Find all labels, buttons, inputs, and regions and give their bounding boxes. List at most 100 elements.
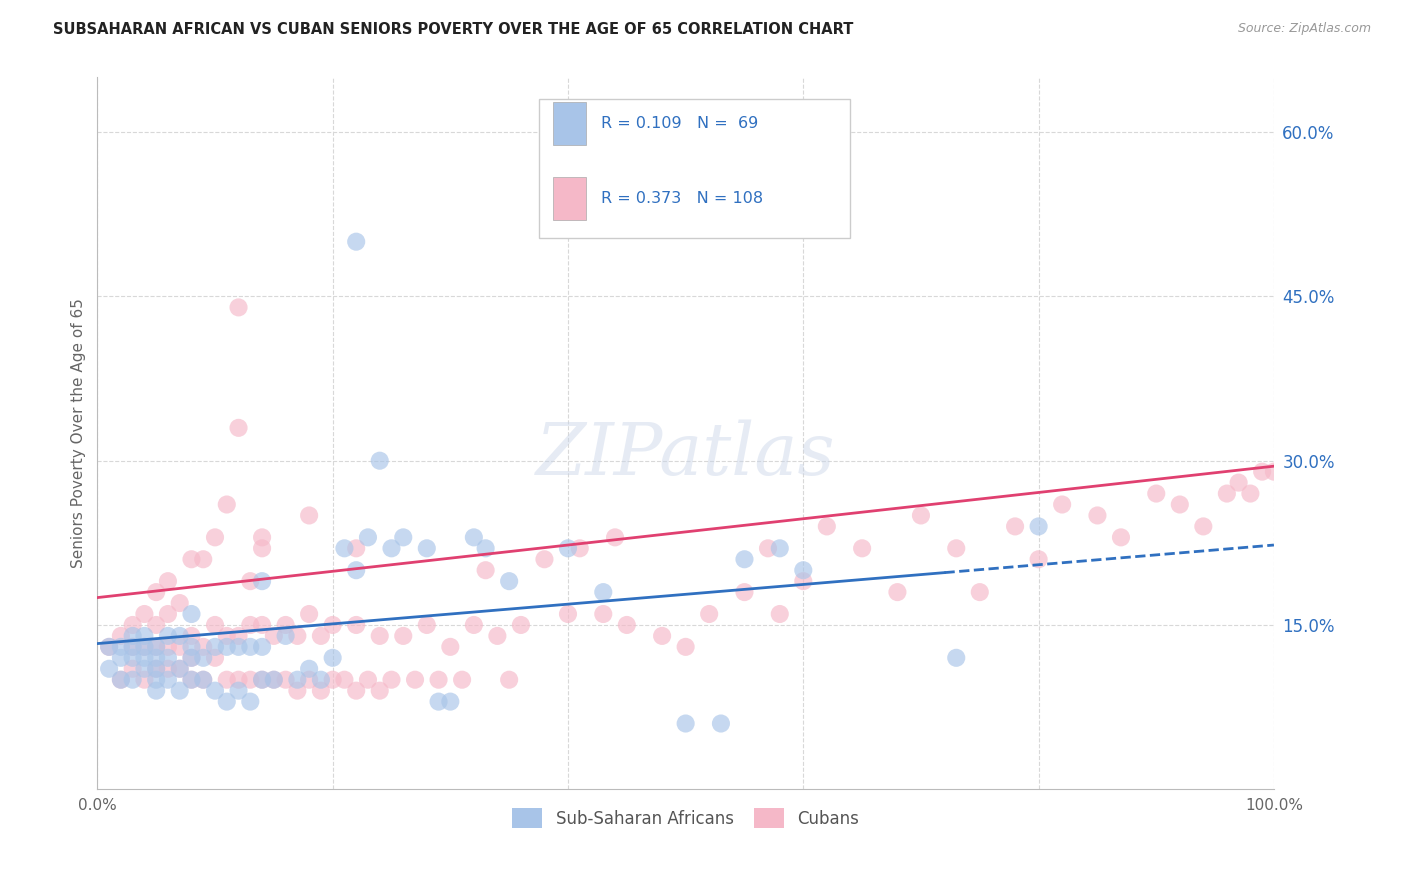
Point — [204, 618, 226, 632]
Point — [344, 541, 367, 556]
Point — [169, 640, 191, 654]
Point — [180, 607, 202, 621]
Point — [180, 629, 202, 643]
Text: SUBSAHARAN AFRICAN VS CUBAN SENIORS POVERTY OVER THE AGE OF 65 CORRELATION CHART: SUBSAHARAN AFRICAN VS CUBAN SENIORS POVE… — [53, 22, 853, 37]
Point — [145, 640, 167, 654]
Point — [180, 640, 202, 654]
Point — [792, 574, 814, 589]
Point — [110, 629, 132, 643]
Point — [427, 673, 450, 687]
Point — [250, 673, 273, 687]
Point — [169, 683, 191, 698]
Point — [121, 662, 143, 676]
Point — [322, 650, 344, 665]
Point — [1028, 552, 1050, 566]
Point — [344, 563, 367, 577]
Point — [156, 640, 179, 654]
Point — [239, 695, 262, 709]
Point — [98, 640, 121, 654]
Point — [474, 541, 496, 556]
Point — [357, 530, 380, 544]
Point — [1263, 465, 1285, 479]
Point — [322, 618, 344, 632]
Point — [1168, 498, 1191, 512]
Point — [193, 552, 215, 566]
Point — [463, 530, 485, 544]
Text: R = 0.373   N = 108: R = 0.373 N = 108 — [600, 191, 763, 206]
Point — [134, 640, 156, 654]
Point — [169, 596, 191, 610]
FancyBboxPatch shape — [538, 99, 851, 237]
Point — [215, 629, 238, 643]
Point — [204, 530, 226, 544]
Point — [180, 673, 202, 687]
Bar — [553, 178, 586, 219]
Point — [568, 541, 591, 556]
Point — [145, 673, 167, 687]
Point — [263, 673, 285, 687]
Point — [250, 640, 273, 654]
Point — [1028, 519, 1050, 533]
Point — [145, 585, 167, 599]
Point — [463, 618, 485, 632]
Point — [333, 541, 356, 556]
Text: ZIPatlas: ZIPatlas — [536, 419, 835, 490]
Point — [98, 662, 121, 676]
Point — [498, 673, 520, 687]
Point — [110, 673, 132, 687]
Point — [145, 662, 167, 676]
Point — [239, 673, 262, 687]
Point — [180, 673, 202, 687]
Point — [427, 695, 450, 709]
Point — [1192, 519, 1215, 533]
Text: R = 0.109   N =  69: R = 0.109 N = 69 — [600, 116, 758, 131]
Point — [298, 662, 321, 676]
Point — [228, 421, 250, 435]
Point — [110, 650, 132, 665]
Point — [298, 607, 321, 621]
Point — [815, 519, 838, 533]
Point — [228, 629, 250, 643]
Point — [945, 541, 967, 556]
Point — [180, 552, 202, 566]
Point — [193, 640, 215, 654]
Point — [357, 673, 380, 687]
Point — [910, 508, 932, 523]
Point — [439, 640, 461, 654]
Point — [134, 607, 156, 621]
Point — [228, 683, 250, 698]
Point — [285, 629, 308, 643]
Point — [169, 629, 191, 643]
Point — [309, 629, 332, 643]
Point — [509, 618, 531, 632]
Point — [121, 673, 143, 687]
Point — [1144, 486, 1167, 500]
Point — [733, 585, 755, 599]
Point — [416, 541, 439, 556]
Point — [215, 498, 238, 512]
Point — [675, 640, 697, 654]
Point — [416, 618, 439, 632]
Point — [792, 563, 814, 577]
Point — [675, 716, 697, 731]
Point — [498, 574, 520, 589]
Text: Source: ZipAtlas.com: Source: ZipAtlas.com — [1237, 22, 1371, 36]
Point — [145, 683, 167, 698]
Point — [263, 673, 285, 687]
Point — [274, 629, 297, 643]
Point — [756, 541, 779, 556]
Point — [134, 650, 156, 665]
Point — [250, 574, 273, 589]
Point — [193, 650, 215, 665]
Point — [1109, 530, 1132, 544]
Point — [697, 607, 720, 621]
Point — [215, 673, 238, 687]
Point — [121, 650, 143, 665]
Point — [145, 662, 167, 676]
Point — [156, 650, 179, 665]
Point — [228, 673, 250, 687]
Point — [285, 673, 308, 687]
Point — [204, 683, 226, 698]
Point — [134, 629, 156, 643]
Point — [451, 673, 474, 687]
